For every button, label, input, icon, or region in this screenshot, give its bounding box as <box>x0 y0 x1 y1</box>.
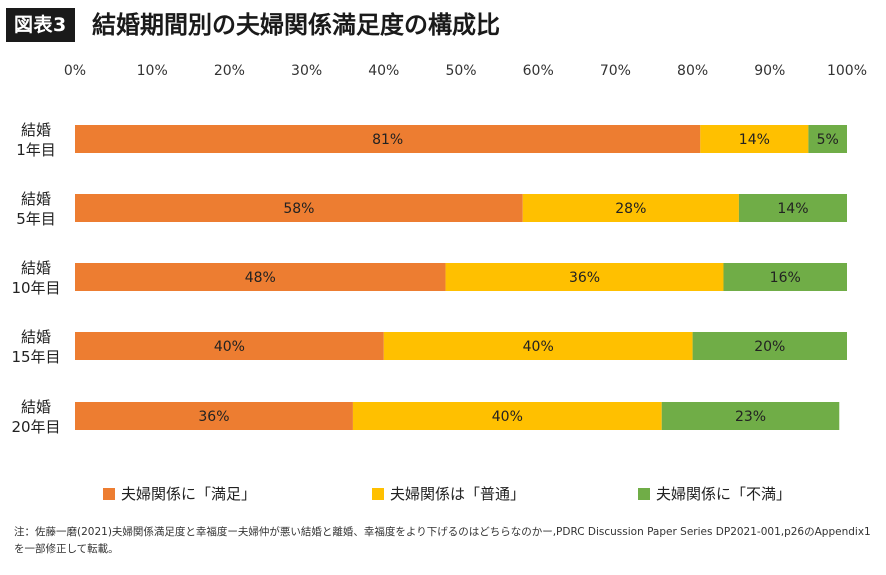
category-label: 5年目 <box>16 210 56 228</box>
bar-segment <box>75 194 523 222</box>
data-label: 23% <box>735 409 766 425</box>
category-label: 1年目 <box>16 141 56 159</box>
data-label: 48% <box>245 270 276 286</box>
data-label: 14% <box>777 201 808 217</box>
category-label: 20年目 <box>11 418 60 436</box>
x-tick-label: 80% <box>677 63 708 79</box>
legend-label: 夫婦関係は「普通」 <box>390 485 525 503</box>
data-label: 58% <box>283 201 314 217</box>
bar-segment <box>522 194 739 222</box>
x-tick-label: 30% <box>291 63 322 79</box>
legend-swatch <box>103 488 115 500</box>
bar-segment <box>723 263 847 291</box>
bar-segment <box>75 332 384 360</box>
data-label: 40% <box>523 339 554 355</box>
category-label: 結婚 <box>21 398 51 416</box>
category-label: 結婚 <box>21 190 51 208</box>
legend-label: 夫婦関係に「不満」 <box>656 485 791 503</box>
bar-segment <box>738 194 847 222</box>
category-label: 結婚 <box>21 259 51 277</box>
bar-segment <box>808 125 847 153</box>
data-label: 36% <box>569 270 600 286</box>
data-label: 28% <box>615 201 646 217</box>
bar-segment <box>75 125 701 153</box>
x-tick-label: 90% <box>754 63 785 79</box>
chart-header: 図表3 結婚期間別の夫婦関係満足度の構成比 <box>0 0 886 52</box>
x-tick-label: 100% <box>827 63 867 79</box>
legend-swatch <box>372 488 384 500</box>
category-label: 10年目 <box>11 279 60 297</box>
data-label: 5% <box>817 132 839 148</box>
data-label: 81% <box>372 132 403 148</box>
bar-segment <box>661 402 840 430</box>
x-tick-label: 60% <box>523 63 554 79</box>
data-label: 14% <box>739 132 770 148</box>
bar-segment <box>75 263 446 291</box>
category-label: 結婚 <box>21 121 51 139</box>
bar-segment <box>75 402 353 430</box>
bar-segment <box>692 332 847 360</box>
data-label: 16% <box>770 270 801 286</box>
data-label: 40% <box>492 409 523 425</box>
bar-segment <box>700 125 809 153</box>
bar-segment <box>445 263 724 291</box>
x-tick-label: 50% <box>445 63 476 79</box>
x-tick-label: 0% <box>64 63 86 79</box>
data-label: 40% <box>214 339 245 355</box>
legend-swatch <box>638 488 650 500</box>
source-note: 注：佐藤一磨(2021)夫婦関係満足度と幸福度ー夫婦仲が悪い結婚と離婚、幸福度を… <box>14 526 871 555</box>
stacked-bar-chart: 0% 10% 20% 30% 40% 50% 60% 70% 80% 90% 100% 結婚 1年目 81… <box>11 63 867 503</box>
x-tick-label: 10% <box>137 63 168 79</box>
data-label: 20% <box>754 339 785 355</box>
legend-label: 夫婦関係に「満足」 <box>121 485 256 503</box>
x-tick-label: 70% <box>600 63 631 79</box>
data-label: 36% <box>198 409 229 425</box>
bar-segment <box>352 402 662 430</box>
category-label: 結婚 <box>21 328 51 346</box>
x-tick-label: 20% <box>214 63 245 79</box>
bar-segment <box>383 332 693 360</box>
figure-number-badge: 図表3 <box>6 8 75 42</box>
x-tick-label: 40% <box>368 63 399 79</box>
category-label: 15年目 <box>11 348 60 366</box>
chart-title: 結婚期間別の夫婦関係満足度の構成比 <box>92 11 500 39</box>
